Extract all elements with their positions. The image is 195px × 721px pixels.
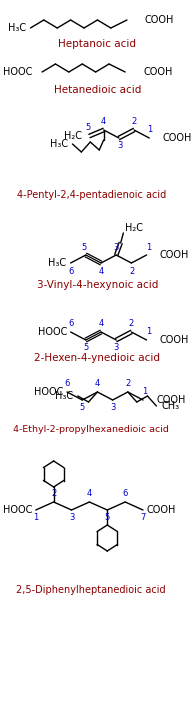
Text: 2,5-Diphenylheptanedioic acid: 2,5-Diphenylheptanedioic acid: [16, 585, 166, 595]
Text: Hetanedioic acid: Hetanedioic acid: [54, 85, 141, 95]
Text: COOH: COOH: [143, 67, 172, 77]
Text: 1: 1: [146, 242, 151, 252]
Text: 2: 2: [125, 379, 130, 389]
Text: 2: 2: [129, 319, 134, 329]
Text: 7: 7: [140, 513, 146, 523]
Text: 2: 2: [130, 267, 135, 275]
Text: HOOC: HOOC: [3, 505, 32, 515]
Text: 2: 2: [51, 490, 56, 498]
Text: 2-Hexen-4-ynedioic acid: 2-Hexen-4-ynedioic acid: [35, 353, 160, 363]
Text: 1: 1: [148, 125, 153, 135]
Text: 3-Vinyl-4-hexynoic acid: 3-Vinyl-4-hexynoic acid: [37, 280, 158, 290]
Text: HOOC: HOOC: [34, 387, 64, 397]
Text: H₂C: H₂C: [125, 223, 143, 233]
Text: 2: 2: [131, 118, 137, 126]
Text: 1: 1: [142, 387, 147, 397]
Text: H₃C: H₃C: [8, 23, 26, 33]
Text: COOH: COOH: [145, 15, 174, 25]
Text: 1: 1: [33, 513, 38, 523]
Text: COOH: COOH: [160, 335, 189, 345]
Text: COOH: COOH: [147, 505, 176, 515]
Text: 4-Pentyl-2,4-pentadienoic acid: 4-Pentyl-2,4-pentadienoic acid: [17, 190, 166, 200]
Text: 4: 4: [95, 379, 100, 389]
Text: COOH: COOH: [163, 133, 192, 143]
Text: 3: 3: [113, 242, 119, 252]
Text: 6: 6: [68, 319, 73, 329]
Text: Heptanoic acid: Heptanoic acid: [58, 39, 136, 49]
Text: 4: 4: [101, 118, 106, 126]
Text: 5: 5: [85, 123, 90, 133]
Text: 3: 3: [117, 141, 122, 151]
Text: 6: 6: [122, 490, 128, 498]
Text: 6: 6: [68, 267, 73, 275]
Text: 3: 3: [113, 343, 119, 353]
Text: 4: 4: [98, 267, 104, 275]
Text: 5: 5: [105, 513, 110, 523]
Text: H₃C: H₃C: [48, 258, 66, 268]
Text: COOH: COOH: [160, 250, 189, 260]
Text: 3: 3: [69, 513, 74, 523]
Text: 4: 4: [98, 319, 104, 329]
Text: 5: 5: [80, 404, 85, 412]
Text: H₂C: H₂C: [64, 131, 82, 141]
Text: 4: 4: [87, 490, 92, 498]
Text: H₃C: H₃C: [50, 139, 68, 149]
Text: 6: 6: [64, 379, 70, 389]
Text: COOH: COOH: [156, 395, 186, 405]
Text: HOOC: HOOC: [3, 67, 32, 77]
Text: 3: 3: [110, 404, 115, 412]
Text: 1: 1: [146, 327, 151, 337]
Text: 4-Ethyl-2-propylhexanedioic acid: 4-Ethyl-2-propylhexanedioic acid: [13, 425, 169, 435]
Text: CH₃: CH₃: [162, 401, 180, 411]
Text: H₃C: H₃C: [55, 391, 73, 401]
Text: 5: 5: [83, 343, 89, 353]
Text: HOOC: HOOC: [38, 327, 67, 337]
Text: 5: 5: [82, 242, 87, 252]
